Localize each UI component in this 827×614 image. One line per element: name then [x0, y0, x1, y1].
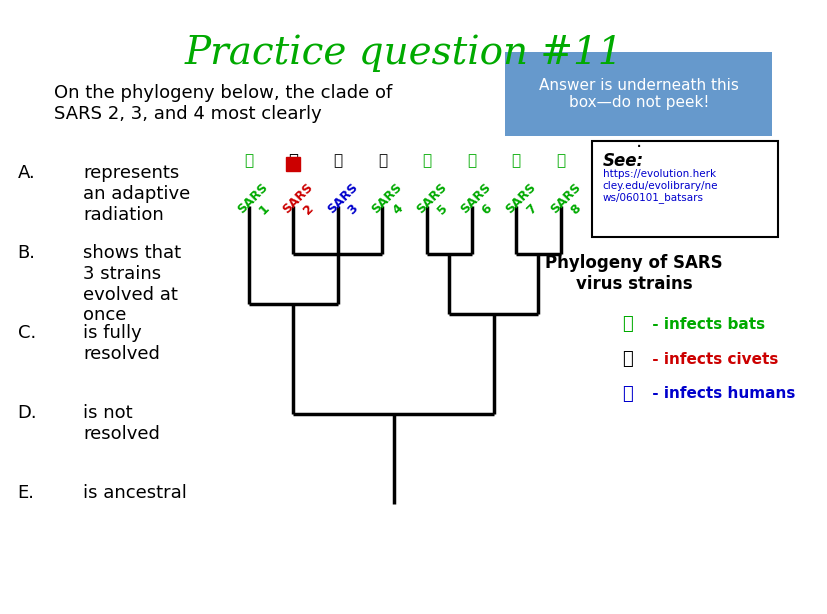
Text: represents
an adaptive
radiation: represents an adaptive radiation — [83, 164, 190, 223]
Text: 🦇: 🦇 — [621, 315, 632, 333]
Text: 🚶: 🚶 — [621, 385, 632, 403]
Text: E.: E. — [17, 484, 35, 502]
Text: .: . — [635, 131, 641, 150]
Text: shows that
3 strains
evolved at
once: shows that 3 strains evolved at once — [83, 244, 181, 324]
Text: - infects bats: - infects bats — [646, 316, 764, 332]
Text: On the phylogeny below, the clade of
SARS 2, 3, and 4 most clearly: On the phylogeny below, the clade of SAR… — [54, 84, 391, 123]
Text: SARS
5: SARS 5 — [414, 181, 460, 227]
Text: 🦇: 🦇 — [511, 154, 520, 168]
Text: Practice question #11: Practice question #11 — [184, 34, 622, 71]
Text: Phylogeny of SARS
virus strains: Phylogeny of SARS virus strains — [544, 254, 722, 293]
Text: 🦅: 🦅 — [377, 154, 386, 168]
Text: See:: See: — [602, 152, 643, 170]
Text: 🦇: 🦇 — [422, 154, 431, 168]
Text: D.: D. — [17, 404, 37, 422]
Text: - infects civets: - infects civets — [646, 351, 777, 367]
Text: SARS
4: SARS 4 — [369, 181, 415, 227]
Text: 🚶: 🚶 — [333, 154, 342, 168]
Text: 🦇: 🦇 — [244, 154, 253, 168]
Text: SARS
8: SARS 8 — [547, 181, 593, 227]
Text: Answer is underneath this
box—do not peek!: Answer is underneath this box—do not pee… — [538, 78, 738, 110]
Text: SARS
2: SARS 2 — [280, 181, 326, 227]
Text: C.: C. — [17, 324, 36, 342]
Text: 🦇: 🦇 — [466, 154, 476, 168]
FancyBboxPatch shape — [591, 141, 777, 237]
Text: 🦊: 🦊 — [621, 350, 632, 368]
Text: SARS
3: SARS 3 — [324, 181, 370, 227]
Text: - infects humans: - infects humans — [646, 386, 794, 402]
Text: is fully
resolved: is fully resolved — [83, 324, 160, 363]
Text: SARS
6: SARS 6 — [458, 181, 504, 227]
Text: 🦊: 🦊 — [288, 152, 298, 170]
Text: https://evolution.herk
cley.edu/evolibrary/ne
ws/060101_batsars: https://evolution.herk cley.edu/evolibra… — [602, 169, 717, 203]
FancyBboxPatch shape — [504, 52, 772, 136]
Text: 🦇: 🦇 — [556, 154, 565, 168]
Text: is not
resolved: is not resolved — [83, 404, 160, 443]
Text: B.: B. — [17, 244, 36, 262]
Text: SARS
1: SARS 1 — [235, 181, 281, 227]
Text: is ancestral: is ancestral — [83, 484, 187, 502]
Text: A.: A. — [17, 164, 36, 182]
Text: SARS
7: SARS 7 — [503, 181, 548, 227]
